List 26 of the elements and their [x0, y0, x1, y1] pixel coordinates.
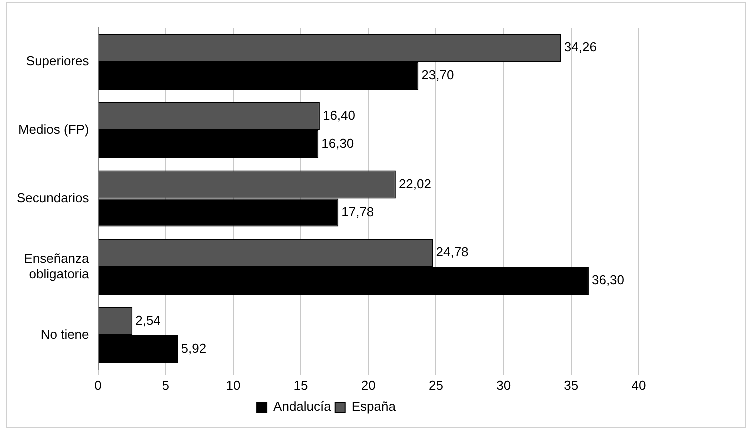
y-tick-label: No tiene: [40, 326, 90, 342]
x-tick-label: 40: [632, 378, 646, 393]
y-tick-label: Medios (FP): [18, 122, 90, 137]
data-label: 5,92: [181, 340, 207, 356]
data-label: 16,40: [322, 108, 356, 123]
y-tick-label: Superiores: [26, 54, 90, 69]
data-label: 36,30: [592, 272, 625, 288]
data-label: 23,70: [422, 68, 454, 83]
data-label: 34,26: [564, 40, 597, 55]
y-tick-label: Enseñanza obligatoria: [24, 250, 90, 282]
x-tick-label: 15: [294, 378, 308, 393]
data-label: 17,78: [342, 204, 374, 220]
x-tick-label: 5: [162, 378, 170, 393]
data-label: 22,02: [398, 176, 432, 192]
x-tick-label: 20: [361, 378, 376, 393]
legend-label: España: [352, 399, 397, 414]
x-tick-label: 10: [226, 378, 241, 393]
legend-label: Andalucía: [274, 399, 332, 414]
data-label: 16,30: [322, 136, 354, 151]
data-label: 2,54: [136, 312, 161, 328]
x-tick-label: 35: [564, 378, 579, 393]
x-tick-label: 30: [496, 378, 512, 393]
y-tick-label: Secundarios: [16, 190, 90, 206]
data-label: 24,78: [436, 244, 469, 260]
x-tick-label: 0: [94, 378, 102, 393]
x-tick-label: 25: [428, 378, 444, 393]
